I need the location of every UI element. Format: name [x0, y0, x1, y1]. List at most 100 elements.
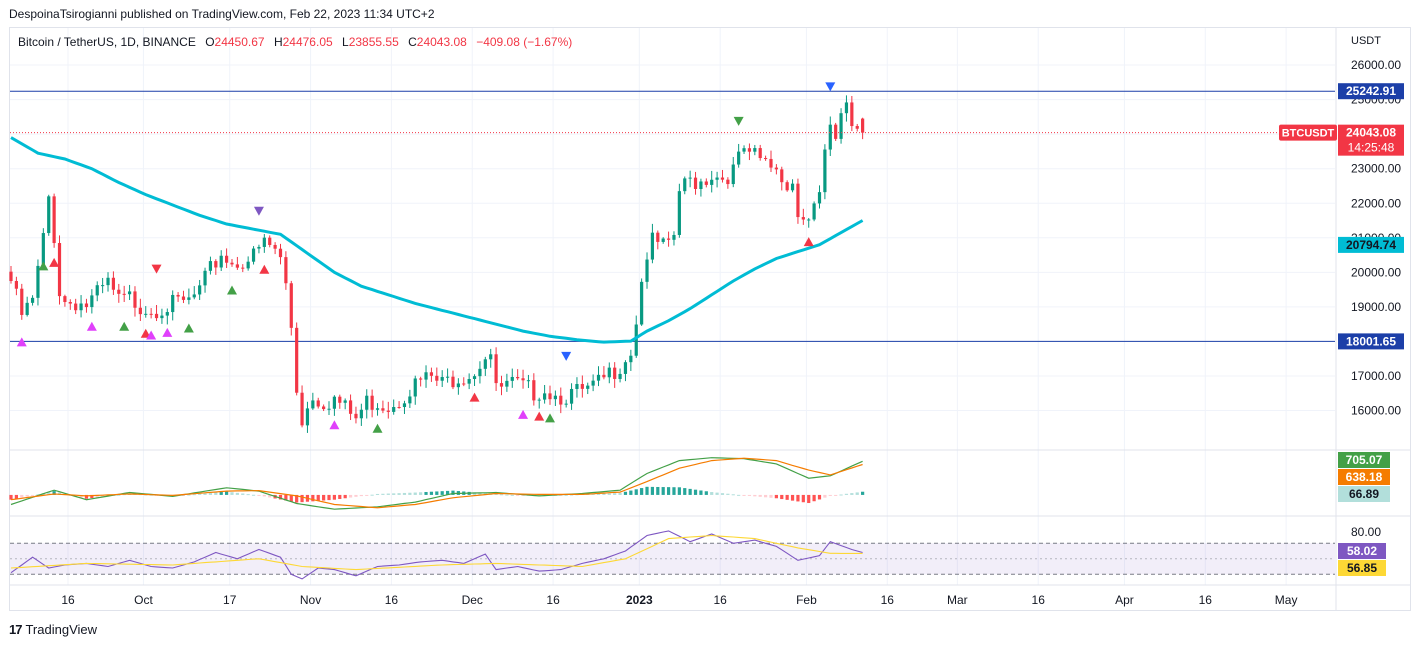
- macd-histogram-bar: [720, 493, 725, 495]
- level-price-tag: [1338, 83, 1404, 100]
- candle-body: [559, 395, 563, 405]
- macd-histogram-bar: [807, 494, 811, 504]
- candle-body: [602, 374, 606, 378]
- signal-marker-down: [561, 351, 572, 361]
- candle-body: [235, 264, 239, 268]
- candle-body: [419, 378, 423, 380]
- macd-histogram-bar: [47, 492, 51, 495]
- signal-marker-up: [140, 328, 151, 338]
- candle-body: [397, 407, 401, 409]
- candle-body: [214, 261, 218, 268]
- rsi-ma-line: [10, 534, 863, 571]
- macd-histogram-bar: [95, 494, 99, 498]
- macd-histogram-bar: [84, 494, 89, 499]
- macd-histogram-bar: [370, 494, 374, 496]
- macd-histogram-bar: [408, 492, 412, 495]
- macd-value-tag: [1338, 469, 1390, 485]
- tradingview-logo-icon: 17: [9, 622, 23, 637]
- last-price-tag: [1338, 124, 1404, 156]
- macd-histogram-bar: [225, 491, 229, 495]
- tradingview-brand: TradingView: [25, 622, 98, 637]
- x-tick-label: 16: [1199, 593, 1213, 607]
- candle-body: [683, 178, 687, 192]
- candle-body: [656, 232, 660, 242]
- low-value: 23855.55: [348, 35, 399, 49]
- candle-body: [289, 283, 293, 328]
- macd-histogram-bar: [332, 494, 336, 500]
- symbol-title[interactable]: Bitcoin / TetherUS, 1D, BINANCE: [18, 35, 196, 49]
- macd-histogram-bar: [850, 493, 854, 495]
- macd-histogram-bar: [289, 494, 293, 502]
- high-value: 24476.05: [282, 35, 333, 49]
- candle-body: [731, 164, 735, 185]
- macd-histogram-bar: [499, 494, 504, 496]
- candle-body: [785, 182, 789, 191]
- candle-body: [801, 217, 805, 220]
- x-tick-label: 16: [546, 593, 560, 607]
- tradingview-footer[interactable]: 17 TradingView: [9, 622, 97, 637]
- macd-histogram-bar: [715, 492, 719, 495]
- candle-body: [176, 294, 180, 297]
- macd-histogram-bar: [354, 494, 358, 497]
- candle-body: [586, 385, 590, 389]
- candle-body: [532, 380, 536, 401]
- macd-histogram-bar: [855, 492, 859, 495]
- candle-body: [467, 379, 471, 384]
- macd-histogram-bar: [699, 490, 703, 495]
- macd-histogram-bar: [208, 492, 213, 495]
- candle-body: [688, 177, 692, 179]
- candle-body: [84, 303, 89, 308]
- macd-histogram-bar: [812, 494, 816, 502]
- macd-histogram-bar: [607, 493, 611, 495]
- signal-marker-up: [518, 409, 529, 419]
- candle-body: [203, 270, 207, 286]
- macd-histogram-bar: [445, 490, 450, 495]
- macd-histogram-bar: [25, 494, 29, 497]
- macd-histogram-bar: [30, 494, 35, 496]
- macd-histogram-bar: [359, 494, 363, 497]
- candle-body: [127, 291, 132, 295]
- ma-price-tag: [1338, 236, 1404, 253]
- candle-body: [742, 148, 746, 152]
- candle-body: [499, 383, 504, 387]
- macd-histogram-bar: [769, 494, 773, 498]
- candle-body: [537, 399, 541, 401]
- candle-body: [36, 265, 40, 298]
- macd-histogram-bar: [774, 494, 778, 499]
- x-tick-label: Apr: [1115, 593, 1134, 607]
- macd-histogram-bar: [230, 492, 234, 495]
- x-tick-label: 16: [881, 593, 895, 607]
- macd-histogram-bar: [311, 494, 315, 502]
- x-tick-label: Dec: [462, 593, 483, 607]
- macd-histogram-bar: [327, 494, 331, 501]
- candle-body: [543, 393, 547, 400]
- candle-body: [154, 313, 159, 319]
- macd-histogram-bar: [510, 494, 514, 496]
- candle-body: [704, 181, 708, 185]
- macd-histogram-bar: [203, 493, 207, 495]
- x-tick-label: 2023: [626, 593, 653, 607]
- candle-body: [526, 380, 531, 382]
- candle-body: [855, 126, 859, 129]
- candle-body: [564, 403, 568, 405]
- macd-histogram-bar: [451, 490, 455, 495]
- macd-histogram-bar: [284, 494, 288, 501]
- macd-histogram-bar: [413, 492, 417, 495]
- close-value: 24043.08: [416, 35, 467, 49]
- macd-histogram-bar: [219, 492, 223, 495]
- chart-frame[interactable]: [9, 27, 1411, 611]
- candle-body: [408, 396, 412, 404]
- rsi-line: [10, 530, 863, 580]
- macd-histogram-bar: [785, 494, 789, 500]
- candle-body: [241, 267, 245, 269]
- candle-body: [607, 367, 611, 378]
- candle-body: [370, 395, 374, 410]
- signal-marker-up: [534, 411, 545, 421]
- candle-body: [413, 378, 417, 397]
- candle-body: [354, 413, 358, 419]
- signal-marker-down: [733, 116, 744, 126]
- x-tick-label: May: [1275, 593, 1298, 607]
- countdown-text: 14:25:48: [1348, 141, 1395, 155]
- candle-body: [257, 246, 261, 249]
